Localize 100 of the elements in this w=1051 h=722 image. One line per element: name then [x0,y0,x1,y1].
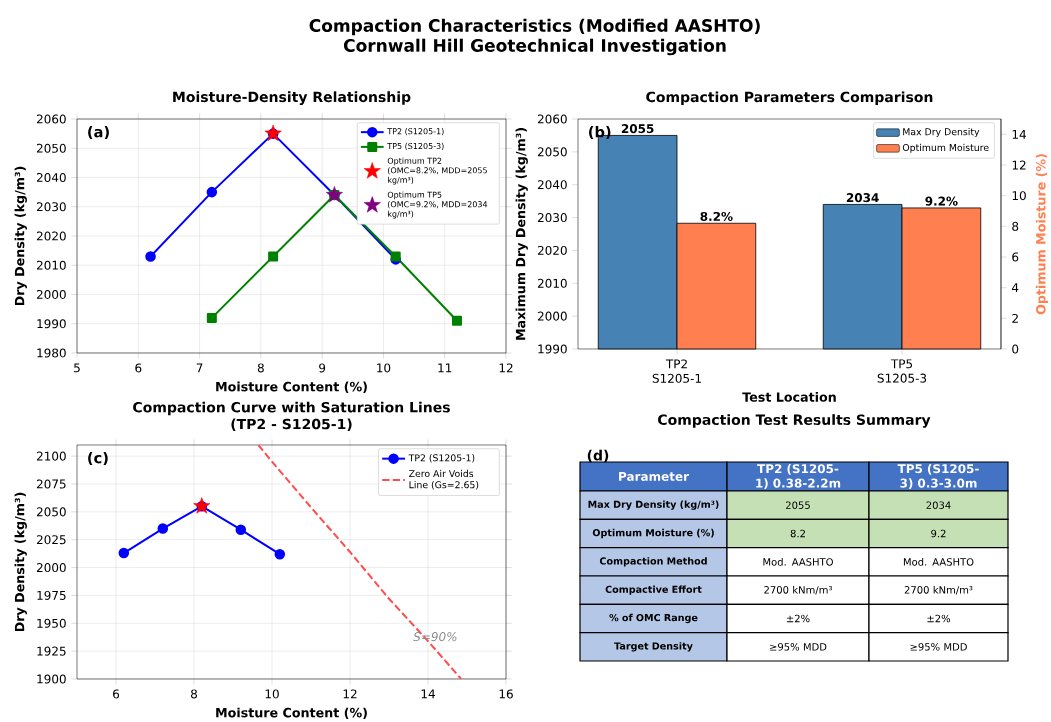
data-label: 2034 [846,193,879,203]
y-tick-label: 1925 [37,646,66,656]
y-tick-label: 1975 [37,590,66,600]
category-label: % of OMC Range [609,613,698,624]
legend-label: TP5 (S1205-3) [387,142,444,150]
y-tick-label: 1980 [37,348,66,358]
y2-tick-label: 8 [1012,221,1019,231]
legend-label: Max Dry Density [903,128,980,138]
y2-tick-label: 2 [1012,313,1018,323]
chart-title: Compaction Curve with Saturation Lines [133,401,450,416]
legend-label: TP2 (S1205-1) [408,454,475,463]
x-tick-label: 6 [113,689,120,699]
y2-tick-label: 0 [1012,344,1019,354]
x-tick-label: 9 [319,363,326,373]
annotation: (c) [88,452,108,466]
text: 2034 [926,501,951,509]
x-tick-label: 8 [257,363,264,373]
data-label: 9.2% [925,196,958,206]
category-label: Parameter [619,472,689,481]
text: 8.2 [790,529,805,538]
y-tick-label: 2010 [537,278,567,288]
x-tick-label: 16 [499,689,513,699]
legend-label: Optimum TP2 (OMC=8.2%, MDD=2055 kg/m³) [387,157,487,185]
y-tick-label: 1900 [37,674,66,684]
y2-tick-label: 6 [1012,252,1019,262]
text: ≥95% MDD [770,643,827,651]
x-tick-label: 12 [499,363,513,373]
x-tick-label: 11 [438,363,452,373]
text: 2055 [786,501,810,509]
y-axis-title: Maximum Dry Density (kg/m³) [515,128,528,340]
chart-title: Compaction Parameters Comparison [646,91,933,105]
y-tick-label: 2000 [36,563,66,573]
x-tick-label: 10 [265,689,279,699]
y-tick-label: 2050 [36,507,66,517]
x-axis-title: Moisture Content (%) [216,707,367,719]
chart-subtitle: (TP2 - S1205-1) [231,418,352,431]
annotation: S=90% [413,632,457,642]
text: 9.2 [931,529,946,538]
chart-title: Moisture-Density Relationship [173,91,411,105]
x-tick-label: 8 [191,689,198,699]
text: 2700 kNm/m³ [764,585,832,595]
x-axis-title: Test Location [742,392,836,402]
y-tick-label: 2000 [537,311,567,321]
y-tick-label: 2025 [36,535,66,545]
y-tick-label: 2010 [36,260,66,270]
x-tick-label: TP2 S1205-1 [652,359,701,383]
y-tick-label: 2030 [36,202,66,212]
y2-tick-label: 10 [1012,191,1026,201]
text: Mod. AASHTO [763,557,833,566]
y-tick-label: 2050 [36,143,66,153]
legend-label: Zero Air Voids Line (Gs=2.65) [409,469,479,490]
x-tick-label: 6 [135,363,142,373]
y-tick-label: 2040 [537,180,567,190]
text: ±2% [786,614,810,623]
y-tick-label: 2060 [36,114,66,124]
x-axis-title: Moisture Content (%) [216,381,367,393]
y-tick-label: 2100 [36,451,66,461]
category-label: Max Dry Density (kg/m³) [588,500,719,510]
text: ≥95% MDD [910,643,967,651]
y-tick-label: 1950 [37,618,66,628]
x-tick-label: 14 [421,689,435,699]
category-label: TP5 (S1205-3) 0.3-3.0m [897,463,979,490]
annotation: (a) [88,126,109,140]
y-tick-label: 1990 [538,344,567,354]
y-tick-label: 2050 [537,147,567,157]
y-tick-label: 2020 [537,245,567,255]
y-axis-title: Dry Density (kg/m³) [14,492,27,632]
data-label: 2055 [621,124,654,134]
x-tick-label: 12 [343,689,357,699]
y-tick-label: 2030 [537,213,567,223]
category-label: Target Density [614,642,693,652]
text: Mod. AASHTO [903,557,974,566]
y2-tick-label: 4 [1011,283,1019,293]
data-label: 8.2% [700,211,733,221]
y-tick-label: 2060 [537,114,567,124]
legend-label: TP2 (S1205-1) [387,128,444,136]
y-tick-label: 2075 [36,479,66,489]
text: 2700 kNm/m³ [904,585,973,595]
y-axis-title: Dry Density (kg/m³) [14,166,27,306]
y2-tick-label: 14 [1012,129,1026,139]
category-label: Compaction Method [599,557,707,567]
x-tick-label: 7 [196,363,203,373]
y2-axis-title: Optimum Moisture (%) [1035,154,1049,315]
text: Cornwall Hill Geotechnical Investigation [343,38,726,56]
x-tick-label: 5 [74,363,80,373]
y2-tick-label: 12 [1012,160,1026,170]
text: (d) [587,449,609,463]
y-tick-label: 2000 [36,289,66,300]
category-label: Optimum Moisture (%) [592,528,714,539]
x-tick-label: TP5 S1205-3 [877,359,927,383]
y-tick-label: 1990 [37,319,66,329]
y-tick-label: 2020 [36,231,66,241]
category-label: Compactive Effort [605,585,702,595]
y-tick-label: 2040 [36,172,66,183]
x-tick-label: 10 [377,363,391,373]
text: Compaction Characteristics (Modified AASHTO) [309,18,760,36]
text: ±2% [927,614,951,623]
legend-label: Optimum Moisture [902,143,989,153]
category-label: TP2 (S1205-1) 0.38-2.2m [756,463,841,490]
text: Compaction Test Results Summary [658,414,931,428]
